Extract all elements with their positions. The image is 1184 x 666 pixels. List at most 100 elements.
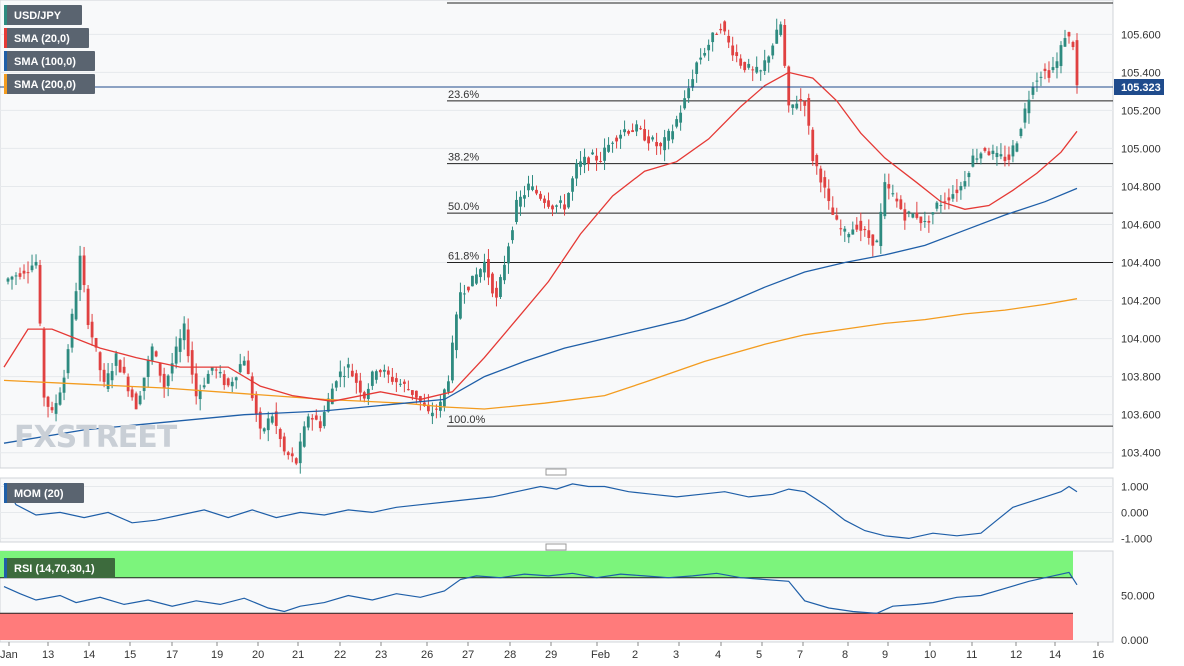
y-axis-mom: 1.000 0.000 -1.000 xyxy=(1121,481,1152,545)
candle-body xyxy=(10,276,14,280)
x-tick-label: 17 xyxy=(166,649,178,661)
fib-label: 61.8% xyxy=(448,251,479,263)
candle-body xyxy=(867,230,871,239)
candle-body xyxy=(258,411,262,429)
candle-body xyxy=(715,33,719,35)
candle-body xyxy=(318,421,322,429)
candle-body xyxy=(691,79,695,88)
candle-body xyxy=(623,129,626,133)
panel-divider-handle[interactable] xyxy=(545,543,567,551)
candle-body xyxy=(94,337,98,348)
y-tick-label: 104.800 xyxy=(1121,181,1161,193)
candle-body xyxy=(166,375,170,386)
y-tick-label: 105.200 xyxy=(1121,105,1161,117)
y-tick-label: 104.200 xyxy=(1121,296,1161,308)
candle-body xyxy=(310,418,314,420)
candle-body xyxy=(979,153,983,159)
candle-body xyxy=(507,246,510,264)
candle-body xyxy=(611,142,614,144)
candle-body xyxy=(230,381,234,387)
candle-body xyxy=(354,373,358,383)
candle-body xyxy=(603,147,606,161)
legend-item[interactable]: USD/JPY xyxy=(4,5,82,25)
candle-body xyxy=(771,45,775,56)
candle-body xyxy=(278,429,282,440)
candle-body xyxy=(607,144,610,152)
candle-body xyxy=(154,351,158,357)
panel-divider-handle[interactable] xyxy=(545,468,567,476)
legend-mom[interactable]: MOM (20) xyxy=(4,483,84,503)
rsi-series-line xyxy=(3,571,1078,614)
candle-body xyxy=(923,221,927,223)
rsi-tick-label: 50.000 xyxy=(1121,591,1155,603)
legend-color-swatch xyxy=(4,5,7,25)
candle-body xyxy=(891,193,895,195)
sma-20-line xyxy=(3,71,1078,402)
candle-body xyxy=(114,353,118,366)
candle-body xyxy=(931,212,935,215)
candle-body xyxy=(122,366,126,373)
candle-body xyxy=(467,286,470,291)
candle-body xyxy=(302,426,306,447)
candle-body xyxy=(286,452,290,456)
candle-body xyxy=(266,418,270,431)
candle-body xyxy=(851,229,855,235)
candle-body xyxy=(22,270,26,274)
candle-body xyxy=(619,134,622,139)
legend-item[interactable]: SMA (20,0) xyxy=(4,28,89,48)
candle-body xyxy=(298,441,302,464)
x-tick-label: 10 xyxy=(924,649,936,661)
x-tick-label: 3 xyxy=(673,649,679,661)
candle-body xyxy=(675,119,679,127)
candle-body xyxy=(410,390,414,395)
candle-body xyxy=(831,207,835,215)
candle-body xyxy=(334,381,338,388)
candle-body xyxy=(927,220,931,223)
candle-body xyxy=(198,390,202,400)
candlesticks xyxy=(6,18,1079,474)
candle-body xyxy=(342,375,346,377)
legend-item[interactable]: SMA (200,0) xyxy=(4,74,95,94)
candle-body xyxy=(863,228,867,231)
candle-body xyxy=(1067,32,1071,37)
candle-body xyxy=(547,200,550,207)
legend-rsi[interactable]: RSI (14,70,30,1) xyxy=(4,558,115,578)
candle-body xyxy=(707,44,711,51)
candle-body xyxy=(206,373,210,384)
candle-body xyxy=(254,393,258,415)
candle-body xyxy=(414,390,418,398)
y-tick-label: 104.600 xyxy=(1121,219,1161,231)
candle-body xyxy=(190,350,194,375)
candle-body xyxy=(563,204,566,210)
candle-body xyxy=(170,363,174,374)
candle-body xyxy=(98,352,102,371)
candle-body xyxy=(1015,143,1019,152)
candle-body xyxy=(559,200,562,203)
candle-body xyxy=(374,371,378,380)
candle-body xyxy=(991,150,995,154)
candle-body xyxy=(899,199,903,210)
candle-body xyxy=(378,370,382,373)
candle-body xyxy=(274,411,278,426)
mom-tick-label: -1.000 xyxy=(1121,533,1152,545)
candle-body xyxy=(182,323,186,341)
candle-body xyxy=(939,205,943,207)
legend-item[interactable]: SMA (100,0) xyxy=(4,51,95,71)
candle-body xyxy=(50,407,54,411)
candle-body xyxy=(615,137,618,142)
candle-body xyxy=(158,363,162,376)
candle-body xyxy=(210,366,214,371)
candle-body xyxy=(238,364,242,373)
x-tick-label: 27 xyxy=(462,649,474,661)
candle-body xyxy=(134,393,138,410)
main-grid xyxy=(0,33,1113,454)
y-tick-label: 103.800 xyxy=(1121,372,1161,384)
candle-body xyxy=(747,63,751,68)
candle-body xyxy=(1051,67,1055,71)
y-tick-label: 105.000 xyxy=(1121,143,1161,155)
candle-body xyxy=(679,112,683,123)
candle-body xyxy=(887,184,891,189)
candle-body xyxy=(883,182,887,217)
candle-body xyxy=(963,181,967,187)
candle-body xyxy=(787,66,791,106)
